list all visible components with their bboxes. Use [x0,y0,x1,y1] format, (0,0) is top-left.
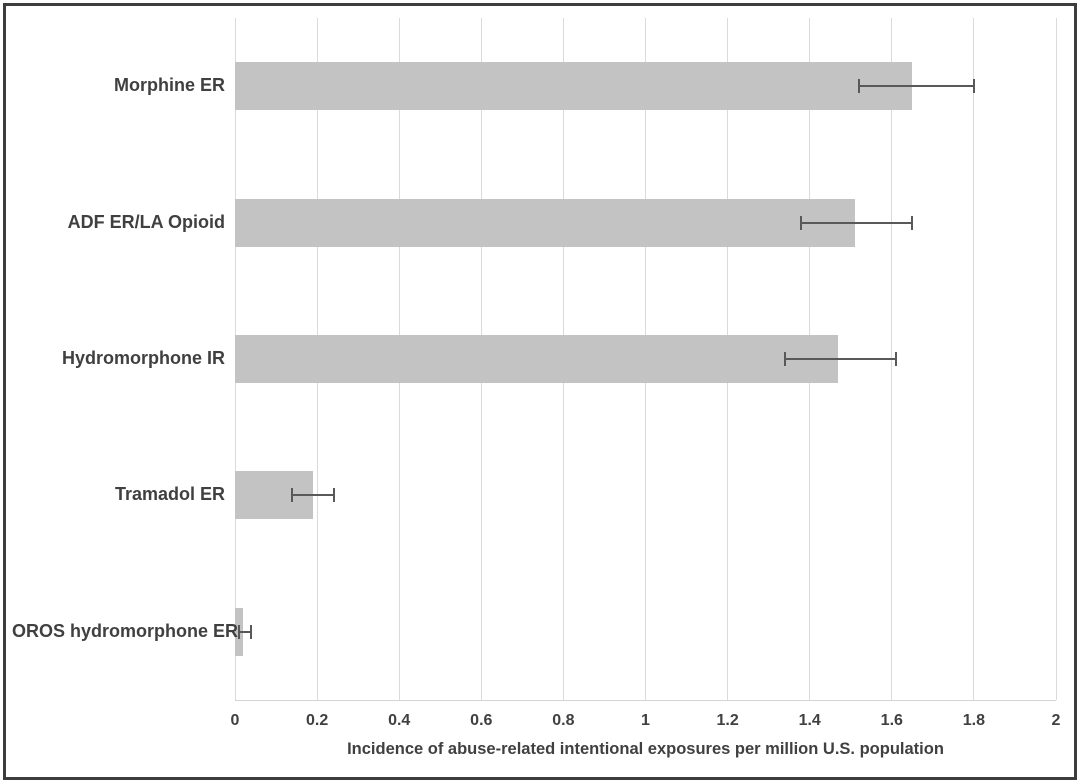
x-axis-tick-label: 0.8 [552,712,575,729]
bar [235,335,839,383]
gridline [973,18,975,700]
error-bar-line [858,85,974,88]
category-label: OROS hydromorphone ER [12,620,239,641]
error-bar-cap [857,79,860,94]
error-bar-line [292,494,334,497]
x-axis-tick-label: 0.6 [470,712,493,729]
category-label: Morphine ER [114,75,225,96]
x-axis-title: Incidence of abuse-related intentional e… [347,740,944,758]
error-bar-line [785,358,896,360]
category-label: Tramadol ER [114,484,225,505]
x-axis-tick-label: 1.2 [716,712,739,729]
bar [235,198,855,247]
error-bar-cap [238,624,241,639]
x-axis-tick-label: 1.6 [880,712,903,729]
error-bar-cap [784,352,787,366]
x-axis-tick-label: 1.8 [962,712,986,729]
error-bar-line [239,630,252,633]
error-bar-cap [800,215,803,230]
x-axis-tick-label: 0.4 [388,712,411,729]
bar [235,62,913,111]
category-label: Hydromorphone IR [61,348,225,369]
category-label: ADF ER/LA Opioid [67,211,225,232]
x-axis-tick-label: 1 [641,712,650,729]
x-axis-tick-label: 2 [1051,712,1061,729]
x-axis-line [235,700,1056,701]
error-bar-cap [332,488,335,503]
error-bar-cap [911,215,914,230]
error-bar-line [801,221,913,224]
x-axis-tick-label: 0.2 [305,712,329,729]
error-bar-cap [972,79,975,94]
error-bar-cap [250,624,253,639]
x-axis-tick-label: 1.4 [798,712,821,729]
gridline [1055,18,1057,700]
error-bar-cap [291,488,294,503]
x-axis-tick-label: 0 [230,712,240,729]
plot-area [234,18,1057,701]
error-bar-cap [894,352,897,366]
